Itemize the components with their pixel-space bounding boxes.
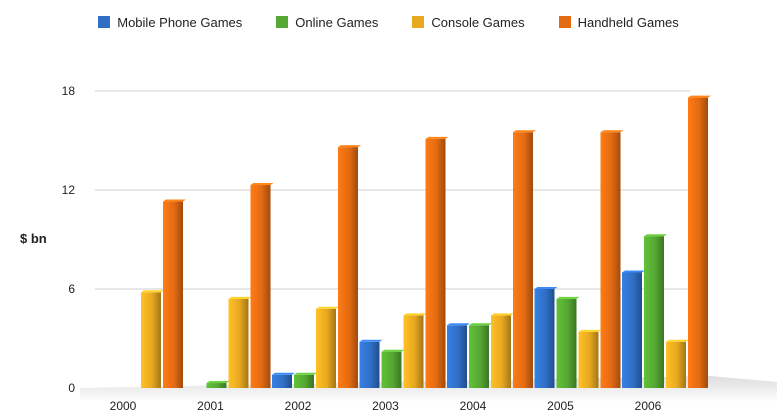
legend-item: Console Games <box>412 10 525 34</box>
x-tick-label: 2003 <box>372 399 399 413</box>
legend: Mobile Phone Games Online Games Console … <box>0 10 777 34</box>
y-tick-label: 18 <box>62 84 76 98</box>
bar <box>272 374 292 388</box>
bar <box>600 132 621 388</box>
legend-label: Console Games <box>431 14 525 30</box>
legend-label: Handheld Games <box>577 14 679 30</box>
bar-top <box>338 145 361 148</box>
legend-item: Handheld Games <box>558 10 679 34</box>
bar-top <box>491 313 514 316</box>
bar <box>403 315 424 388</box>
legend-label: Mobile Phone Games <box>117 14 243 30</box>
y-tick-label: 6 <box>68 282 75 296</box>
bar-top <box>447 323 470 326</box>
bar <box>338 147 358 388</box>
x-tick-label: 2001 <box>197 399 224 413</box>
bar-top <box>163 199 186 202</box>
y-axis-label: $ bn <box>20 231 47 246</box>
bar-top <box>513 130 536 133</box>
legend-swatch <box>98 16 111 28</box>
bars <box>141 95 711 388</box>
bar <box>556 298 577 388</box>
bar <box>688 97 708 388</box>
bar-top <box>666 339 689 342</box>
x-tick-label: 2005 <box>547 399 574 413</box>
legend-item: Mobile Phone Games <box>98 10 242 34</box>
y-tick-label: 0 <box>68 381 75 395</box>
bar-top <box>316 306 339 309</box>
y-tick-label: 12 <box>62 183 76 197</box>
bar <box>316 308 336 388</box>
bar <box>622 272 642 388</box>
bar-top <box>403 313 427 316</box>
bar <box>513 132 533 388</box>
bar <box>250 185 271 388</box>
bar-top <box>250 183 274 186</box>
legend-label: Online Games <box>295 14 379 30</box>
bar-top <box>272 372 295 375</box>
axis-ticks: 0 6 12 18 2000 2001 2002 2003 2004 2005 2006 <box>62 84 662 413</box>
bar-top <box>469 323 492 326</box>
bar <box>491 315 511 388</box>
bar-top <box>578 329 602 332</box>
bar <box>294 374 314 388</box>
legend-item: Online Games <box>276 10 378 34</box>
legend-swatch <box>558 16 571 28</box>
legend-swatch <box>276 16 289 28</box>
bar-top <box>141 290 164 293</box>
bar-top <box>556 296 580 299</box>
bar <box>469 325 489 388</box>
bar-top <box>600 130 624 133</box>
bar <box>666 341 686 388</box>
bar <box>447 325 467 388</box>
bar <box>644 236 664 388</box>
x-tick-label: 2000 <box>110 399 137 413</box>
bar <box>163 201 183 388</box>
bar <box>359 341 380 388</box>
bar <box>578 331 599 388</box>
bar-top <box>228 296 252 299</box>
x-tick-label: 2004 <box>460 399 487 413</box>
x-tick-label: 2002 <box>285 399 312 413</box>
bar <box>381 351 402 388</box>
bar-top <box>425 136 449 139</box>
bar-top <box>534 287 558 289</box>
bar-top <box>644 234 667 237</box>
bar <box>206 383 227 388</box>
gridlines <box>95 90 690 290</box>
bar-top <box>359 339 383 342</box>
bar <box>534 289 555 388</box>
legend-swatch <box>412 16 425 28</box>
bar <box>228 298 249 388</box>
bar-top <box>688 95 711 98</box>
bar-top <box>294 372 317 375</box>
bar-top <box>622 270 645 273</box>
bar <box>141 292 161 388</box>
x-tick-label: 2006 <box>635 399 662 413</box>
bar-top <box>381 349 405 352</box>
bar-top <box>206 381 230 384</box>
bar <box>425 138 446 388</box>
